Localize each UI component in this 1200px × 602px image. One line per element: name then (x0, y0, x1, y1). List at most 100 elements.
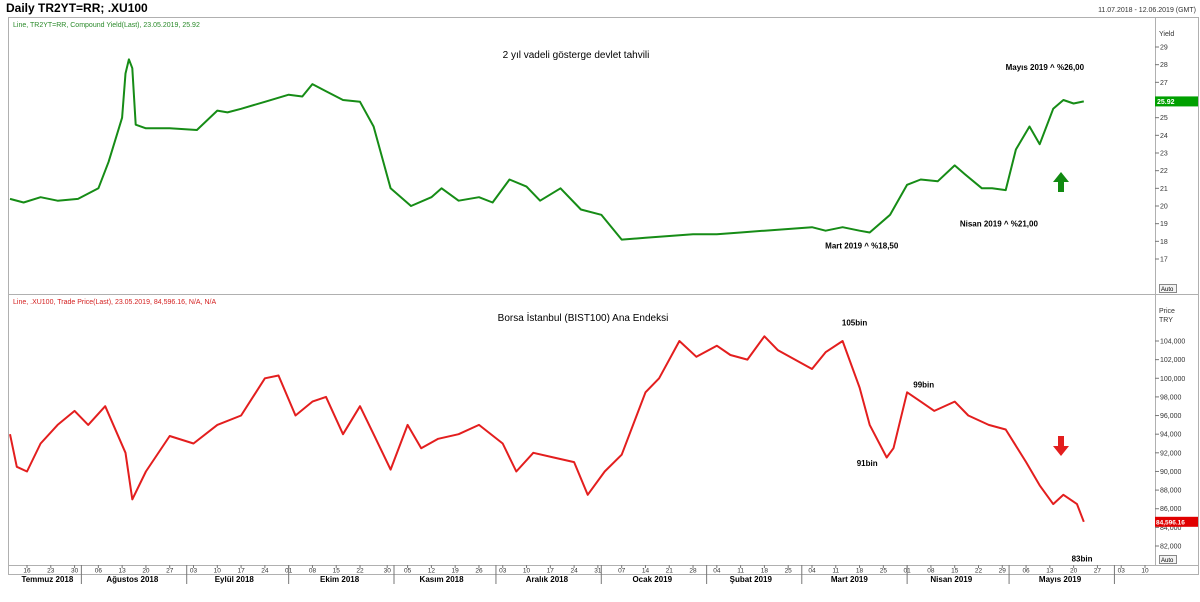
down-arrow-icon (1053, 436, 1069, 456)
index-annotation: 99bin (913, 381, 934, 390)
x-day-label: 25 (880, 568, 888, 575)
x-day-label: 18 (856, 568, 864, 575)
x-day-label: 17 (237, 568, 245, 575)
y-tick-label: 18 (1160, 239, 1168, 246)
x-day-label: 12 (428, 568, 436, 575)
index-auto-button-box[interactable] (1159, 555, 1177, 564)
x-day-label: 20 (142, 568, 150, 575)
x-month-label: Kasım 2018 (420, 575, 465, 584)
index-axis-label-price: Price (1159, 308, 1175, 315)
y-tick-label: 98,000 (1160, 394, 1182, 401)
x-day-label: 05 (404, 568, 412, 575)
y-tick-label: 102,000 (1160, 357, 1185, 364)
x-day-label: 10 (214, 568, 222, 575)
x-day-label: 03 (499, 568, 507, 575)
y-tick-label: 19 (1160, 221, 1168, 228)
x-day-label: 22 (975, 568, 983, 575)
y-tick-label: 23 (1160, 151, 1168, 158)
yield-annotations: Mayıs 2019 ^ %26,00 Nisan 2019 ^ %21,00 Ma… (825, 63, 1084, 251)
y-tick-label: 84,000 (1160, 525, 1182, 532)
x-day-label: 24 (570, 568, 578, 575)
index-annotations: 105bin 99bin 91bin 83bin (842, 319, 1093, 564)
date-range-label: 11.07.2018 - 12.06.2019 (GMT) (1098, 7, 1196, 14)
yield-last-value-badge: 25.92 (1155, 96, 1198, 107)
chart-window-title: Daily TR2YT=RR; .XU100 (6, 1, 148, 15)
x-day-label: 11 (832, 568, 839, 575)
index-chart-title: Borsa İstanbul (BIST100) Ana Endeksi (498, 311, 669, 324)
x-day-label: 27 (1094, 568, 1102, 575)
yield-panel: Line, TR2YT=RR, Compound Yield(Last), 23… (9, 22, 1198, 294)
y-tick-label: 22 (1160, 168, 1168, 175)
yield-auto-button[interactable]: Auto (1159, 284, 1177, 294)
y-tick-label: 21 (1160, 186, 1168, 193)
date-x-axis: 1623300613202703101724010815223005121926… (21, 565, 1149, 584)
up-arrow-icon (1053, 172, 1069, 192)
index-last-value-text: 84,596.16 (1156, 519, 1185, 526)
x-month-label: Aralık 2018 (526, 575, 569, 584)
yield-axis-label: Yield (1159, 31, 1174, 38)
y-tick-label: 90,000 (1160, 469, 1182, 476)
yield-auto-label: Auto (1161, 287, 1174, 293)
x-day-label: 18 (761, 568, 769, 575)
x-day-label: 11 (737, 568, 744, 575)
x-month-label: Ekim 2018 (320, 575, 360, 584)
yield-last-value-text: 25.92 (1157, 99, 1175, 106)
x-day-label: 30 (384, 568, 392, 575)
x-day-label: 30 (71, 568, 79, 575)
index-series-info: Line, .XU100, Trade Price(Last), 23.05.2… (13, 299, 216, 306)
x-day-label: 22 (356, 568, 364, 575)
y-tick-label: 100,000 (1160, 376, 1185, 383)
x-day-label: 16 (23, 568, 31, 575)
x-day-label: 04 (808, 568, 816, 575)
x-day-label: 23 (47, 568, 55, 575)
index-last-value-box (1155, 516, 1198, 527)
x-day-label: 06 (1022, 568, 1030, 575)
chart-frame (8, 17, 1199, 575)
x-month-label: Nisan 2019 (930, 575, 972, 584)
index-auto-button[interactable]: Auto (1159, 555, 1177, 565)
y-tick-label: 92,000 (1160, 450, 1182, 457)
x-day-label: 03 (190, 568, 198, 575)
x-day-label: 08 (927, 568, 935, 575)
index-annotation: 105bin (842, 319, 867, 328)
x-day-label: 24 (261, 568, 269, 575)
y-tick-label: 27 (1160, 80, 1168, 87)
x-day-label: 29 (999, 568, 1007, 575)
index-last-value-badge: 84,596.16 (1155, 516, 1198, 527)
yield-last-value-box (1155, 96, 1198, 107)
x-day-label: 14 (642, 568, 650, 575)
x-day-label: 17 (547, 568, 555, 575)
y-tick-label: 28 (1160, 62, 1168, 69)
yield-series-line (9, 58, 1085, 241)
up-arrow-shape (1053, 172, 1069, 192)
y-tick-label: 17 (1160, 257, 1168, 264)
index-annotation: 91bin (857, 459, 878, 468)
x-day-label: 10 (523, 568, 531, 575)
yield-chart-title: 2 yıl vadeli gösterge devlet tahvili (503, 50, 650, 61)
x-day-label: 25 (785, 568, 793, 575)
y-tick-label: 20 (1160, 204, 1168, 211)
index-panel: Line, .XU100, Trade Price(Last), 23.05.2… (9, 299, 1198, 565)
x-day-label: 26 (475, 568, 483, 575)
index-axis-label-currency: TRY (1159, 317, 1173, 324)
index-auto-label: Auto (1161, 558, 1174, 564)
x-day-label: 28 (689, 568, 697, 575)
x-month-label: Ocak 2019 (632, 575, 672, 584)
x-month-label: Mayıs 2019 (1039, 575, 1082, 584)
yield-auto-button-box[interactable] (1159, 284, 1177, 293)
y-tick-label: 25 (1160, 115, 1168, 122)
index-series-line (9, 335, 1085, 523)
x-day-label: 31 (594, 568, 602, 575)
y-tick-label: 88,000 (1160, 488, 1182, 495)
y-tick-label: 82,000 (1160, 544, 1182, 551)
x-month-label: Mart 2019 (831, 575, 868, 584)
index-annotation: 83bin (1072, 555, 1093, 564)
yield-annotation: Mart 2019 ^ %18,50 (825, 242, 899, 251)
y-tick-label: 96,000 (1160, 413, 1182, 420)
yield-annotation: Mayıs 2019 ^ %26,00 (1006, 63, 1085, 72)
index-y-axis: 82,000 84,000 86,000 88,000 90,000 92,000 94,0… (1155, 339, 1185, 551)
down-arrow-shape (1053, 436, 1069, 456)
x-day-label: 13 (1046, 568, 1054, 575)
